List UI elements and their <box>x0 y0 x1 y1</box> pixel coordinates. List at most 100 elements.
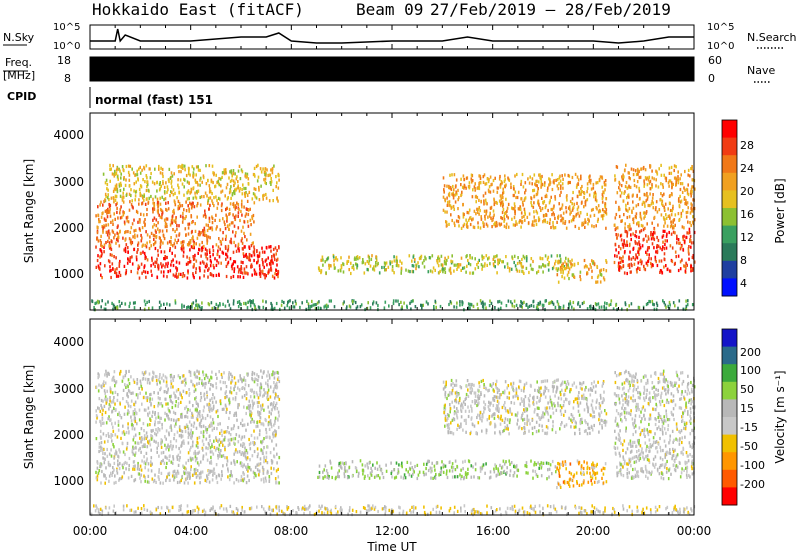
heatmap-cell <box>418 265 420 269</box>
heatmap-cell <box>595 303 598 307</box>
heatmap-cell <box>132 378 135 382</box>
heatmap-cell <box>196 303 198 307</box>
heatmap-cell <box>216 259 218 263</box>
heatmap-cell <box>632 168 635 172</box>
heatmap-cell <box>101 212 103 216</box>
heatmap-cell <box>170 179 173 183</box>
heatmap-cell <box>224 237 227 241</box>
heatmap-cell <box>556 178 559 182</box>
heatmap-cell <box>278 397 281 401</box>
heatmap-cell <box>634 257 636 261</box>
heatmap-cell <box>191 305 193 309</box>
heatmap-cell <box>457 198 459 202</box>
heatmap-cell <box>656 263 659 268</box>
heatmap-cell <box>198 247 200 251</box>
heatmap-cell <box>688 227 691 231</box>
heatmap-cell <box>258 411 261 415</box>
heatmap-cell <box>243 301 245 306</box>
heatmap-cell <box>109 207 111 211</box>
heatmap-cell <box>346 261 348 265</box>
heatmap-cell <box>474 187 477 191</box>
heatmap-cell <box>204 385 206 389</box>
heatmap-cell <box>572 205 575 210</box>
heatmap-cell <box>188 181 190 185</box>
heatmap-cell <box>498 177 501 181</box>
heatmap-cell <box>465 270 467 274</box>
heatmap-cell <box>131 240 134 245</box>
heatmap-cell <box>687 183 689 187</box>
heatmap-cell <box>647 237 650 241</box>
heatmap-cell <box>538 173 540 177</box>
heatmap-cell <box>142 269 145 273</box>
heatmap-cell <box>547 255 550 259</box>
heatmap-cell <box>689 239 691 243</box>
heatmap-cell <box>192 255 194 259</box>
heatmap-cell <box>115 408 117 412</box>
heatmap-cell <box>177 165 180 169</box>
heatmap-cell <box>252 213 255 218</box>
heatmap-cell <box>683 234 685 238</box>
heatmap-cell <box>500 301 503 305</box>
heatmap-cell <box>596 280 599 284</box>
heatmap-cell <box>154 260 156 264</box>
heatmap-cell <box>185 173 188 178</box>
heatmap-cell <box>618 267 621 271</box>
heatmap-cell <box>516 172 518 177</box>
heatmap-cell <box>608 303 610 307</box>
heatmap-cell <box>686 191 689 195</box>
heatmap-cell <box>114 268 116 272</box>
heatmap-cell <box>242 465 244 469</box>
heatmap-cell <box>654 231 656 235</box>
heatmap-cell <box>125 385 127 389</box>
heatmap-cell <box>140 436 143 440</box>
heatmap-cell <box>162 450 165 455</box>
heatmap-cell <box>650 202 653 206</box>
heatmap-cell <box>656 235 658 240</box>
heatmap-cell <box>103 380 105 384</box>
heatmap-cell <box>603 307 606 311</box>
freq-label: Freq. <box>5 56 32 69</box>
heatmap-cell <box>503 219 505 223</box>
heatmap-cell <box>152 207 154 211</box>
heatmap-cell <box>114 172 117 176</box>
heatmap-cell <box>680 173 682 177</box>
heatmap-cell <box>176 480 179 485</box>
heatmap-cell <box>210 459 212 463</box>
heatmap-cell <box>629 177 631 181</box>
heatmap-cell <box>479 174 482 178</box>
heatmap-cell <box>663 301 665 305</box>
heatmap-cell <box>368 261 370 265</box>
heatmap-cell <box>539 256 541 260</box>
heatmap-cell <box>130 415 132 419</box>
heatmap-cell <box>455 190 457 194</box>
noise-left-label: N.Sky <box>3 31 35 44</box>
heatmap-cell <box>121 301 123 305</box>
heatmap-cell <box>106 447 108 452</box>
heatmap-cell <box>311 299 313 303</box>
heatmap-cell <box>234 437 237 441</box>
heatmap-cell <box>155 230 157 234</box>
heatmap-cell <box>600 214 603 218</box>
heatmap-cell <box>226 255 229 259</box>
heatmap-cell <box>127 476 130 480</box>
heatmap-cell <box>105 218 107 222</box>
heatmap-cell <box>663 247 666 251</box>
heatmap-cell <box>162 274 165 278</box>
heatmap-cell <box>460 177 462 181</box>
heatmap-cell <box>136 234 139 238</box>
heatmap-cell <box>444 262 446 266</box>
heatmap-cell <box>218 454 221 458</box>
heatmap-cell <box>266 435 268 439</box>
heatmap-cell <box>646 183 649 187</box>
heatmap-cell <box>487 188 490 192</box>
heatmap-cell <box>191 457 194 461</box>
heatmap-cell <box>206 403 208 407</box>
heatmap-cell <box>630 237 632 242</box>
heatmap-cell <box>129 405 132 409</box>
heatmap-cell <box>167 472 169 476</box>
heatmap-cell <box>130 391 132 395</box>
heatmap-cell <box>225 410 228 414</box>
heatmap-cell <box>213 471 216 475</box>
heatmap-cell <box>520 211 523 215</box>
heatmap-cell <box>141 236 143 240</box>
